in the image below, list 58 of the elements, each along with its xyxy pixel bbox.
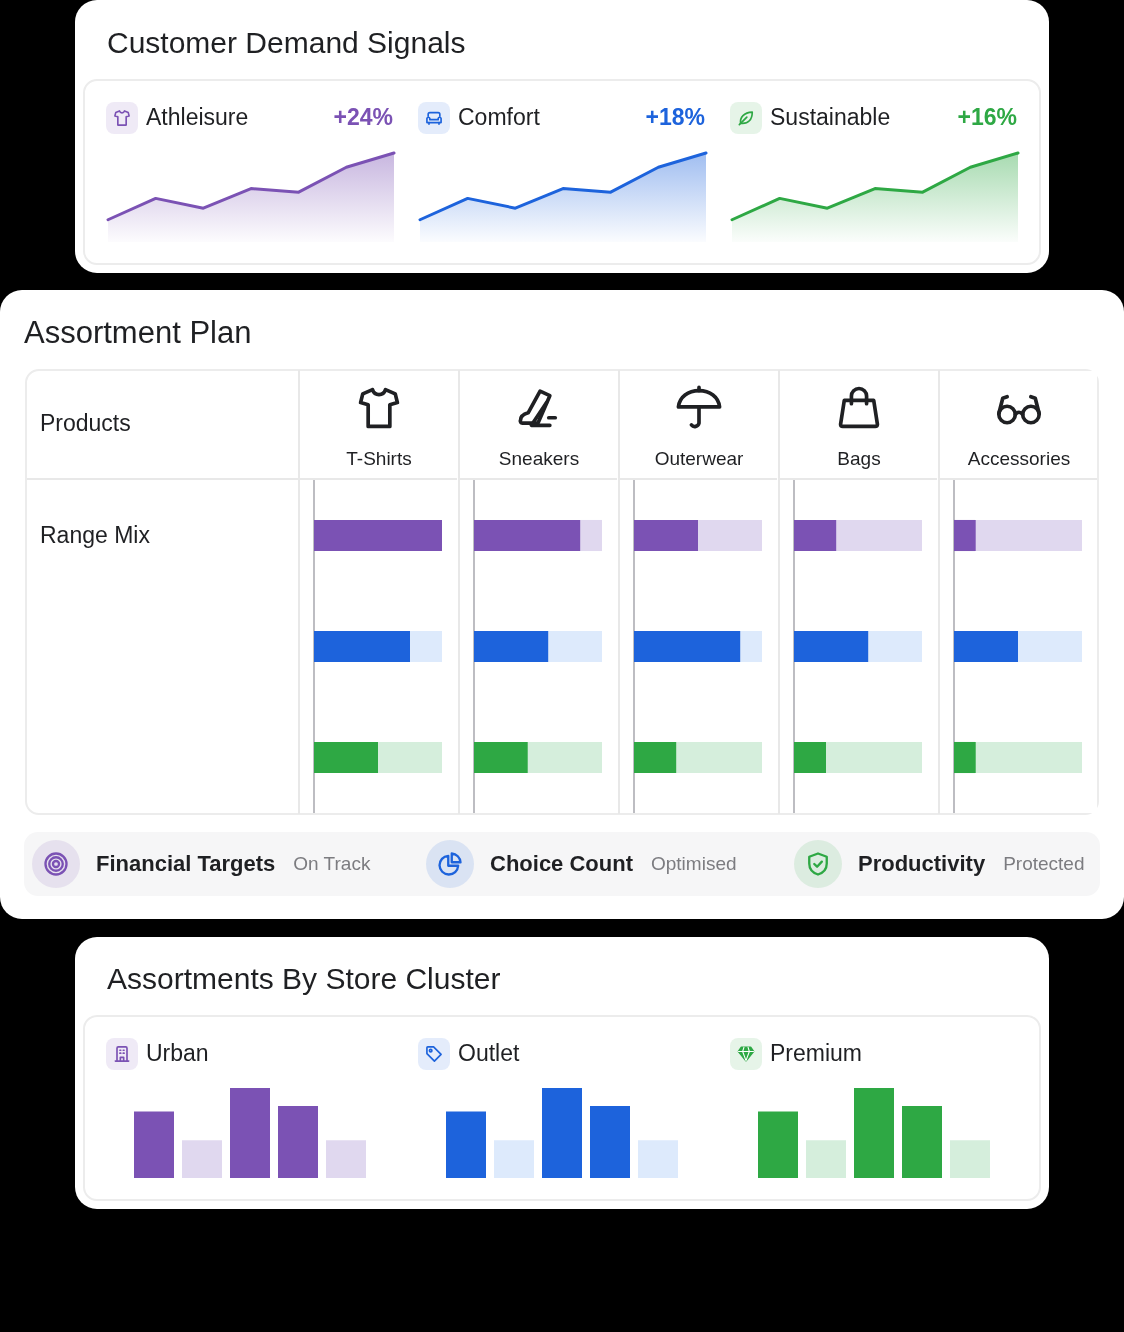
bar	[902, 1106, 942, 1178]
text: +18%	[645, 104, 705, 132]
text: Products	[40, 410, 131, 438]
bar	[326, 1140, 366, 1178]
text: Protected	[1003, 853, 1085, 875]
text: Assortments By Store Cluster	[107, 961, 501, 997]
chart-title: Outlet	[458, 1040, 520, 1068]
bar	[634, 519, 698, 552]
bar	[676, 741, 762, 774]
chart-title: Bags	[837, 447, 881, 471]
text: Range Mix	[40, 522, 150, 550]
bar	[474, 519, 581, 552]
bar	[836, 519, 922, 552]
chart-title: Outerwear	[654, 447, 744, 471]
bar	[548, 630, 602, 663]
bar	[446, 1111, 486, 1178]
text: Customer Demand Signals	[107, 25, 466, 61]
bar	[758, 1111, 798, 1178]
text: Assortment Plan	[24, 314, 252, 352]
bar	[474, 741, 528, 774]
bar	[826, 741, 922, 774]
bar	[806, 1140, 846, 1178]
bar	[590, 1106, 630, 1178]
bar	[230, 1088, 270, 1178]
bar	[854, 1088, 894, 1178]
text: On Track	[293, 853, 371, 875]
bar	[134, 1111, 174, 1178]
bar	[638, 1140, 678, 1178]
bar	[794, 630, 869, 663]
chart-title: T-Shirts	[346, 447, 412, 471]
bar	[740, 630, 762, 663]
bar	[698, 519, 762, 552]
text: Productivity	[858, 851, 986, 877]
bar	[634, 741, 677, 774]
bar	[527, 741, 602, 774]
text: +16%	[957, 104, 1017, 132]
bar	[634, 630, 741, 663]
chart-title: Sustainable	[770, 104, 891, 132]
text: +24%	[333, 104, 393, 132]
chart-title: Athleisure	[146, 104, 249, 132]
bar	[474, 630, 549, 663]
bar	[182, 1140, 222, 1178]
bar	[868, 630, 922, 663]
chart-title: Urban	[146, 1040, 209, 1068]
chart-title: Accessories	[967, 447, 1071, 471]
text: Choice Count	[490, 851, 633, 877]
bar	[494, 1140, 534, 1178]
bar	[278, 1106, 318, 1178]
bar	[542, 1088, 582, 1178]
bar	[950, 1140, 990, 1178]
chart-title: Comfort	[458, 104, 540, 132]
bar	[794, 741, 826, 774]
text: Optimised	[651, 853, 737, 875]
text: Financial Targets	[96, 851, 276, 877]
bar	[794, 519, 837, 552]
bar	[580, 519, 602, 552]
chart-title: Premium	[770, 1040, 863, 1068]
chart-title: Sneakers	[498, 447, 580, 471]
